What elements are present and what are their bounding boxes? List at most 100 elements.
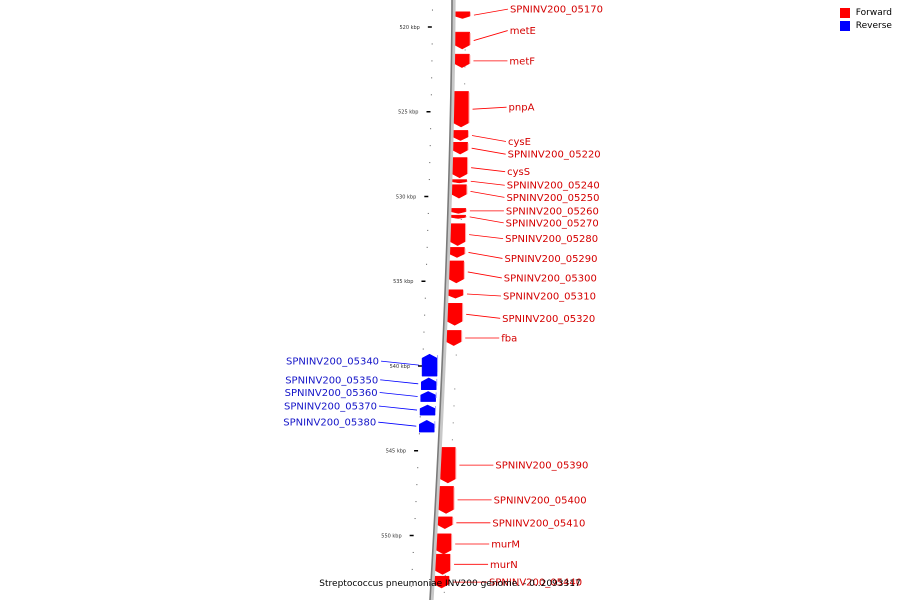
gene-spninv200_05300 — [448, 260, 465, 284]
leader-line — [380, 379, 419, 385]
legend-forward-label: Forward — [855, 8, 892, 18]
leader-line — [378, 405, 418, 411]
tick-label: 520 kbp — [399, 25, 419, 31]
tick-label: 540 kbp — [390, 364, 410, 370]
gene-arrow — [447, 289, 464, 299]
gene-label: SPNINV200_05220 — [508, 150, 601, 161]
tick-label: 545 kbp — [386, 449, 406, 455]
gene-spninv200_05370 — [419, 404, 437, 416]
gene-arrow — [449, 247, 465, 258]
gene-fba — [445, 330, 463, 346]
gene-spninv200_05250 — [451, 184, 468, 199]
gene-spninv200_05270 — [450, 214, 467, 219]
gene-label: SPNINV200_05250 — [506, 193, 599, 204]
leader-line — [472, 106, 507, 110]
leader-line — [469, 216, 504, 224]
leader-line — [378, 421, 417, 427]
gene-label: SPNINV200_05400 — [494, 495, 587, 506]
genome-caption: Streptococcus pneumoniae INV200 genome. … — [319, 579, 581, 589]
gene-label: metF — [509, 56, 535, 67]
gene-label: SPNINV200_05380 — [283, 418, 376, 429]
gene-label: cysS — [507, 167, 530, 178]
leader-line — [471, 135, 507, 142]
gene-arrow — [437, 516, 453, 530]
backbone-line — [429, 0, 453, 600]
gene-arrow — [451, 179, 468, 184]
legend-item-forward: Forward — [839, 8, 892, 18]
gene-label: SPNINV200_05270 — [506, 218, 599, 229]
gene-label: pnpA — [509, 103, 535, 114]
gene-pnpa — [453, 91, 470, 128]
gene-arrow — [446, 303, 463, 326]
leader-line — [381, 360, 420, 366]
gene-spninv200_05410 — [437, 516, 454, 530]
gene-arrow — [445, 330, 462, 346]
gene-label: SPNINV200_05260 — [506, 206, 599, 217]
gene-spninv200_05390 — [440, 447, 457, 484]
legend-item-reverse: Reverse — [839, 21, 892, 31]
gene-arrow — [419, 404, 436, 416]
gene-arrow — [452, 130, 469, 141]
gene-arrow — [451, 157, 468, 179]
gene-arrow — [450, 214, 466, 219]
gene-spninv200_05290 — [449, 247, 466, 258]
gene-label: SPNINV200_05390 — [495, 461, 588, 472]
gene-spninv200_05320 — [446, 303, 464, 326]
gene-spninv200_05310 — [447, 289, 464, 299]
gene-spninv200_05340 — [421, 353, 439, 377]
leader-line — [467, 271, 502, 279]
gene-label: SPNINV200_05350 — [285, 375, 378, 386]
genome-backbone — [429, 0, 456, 600]
tick-label: 530 kbp — [396, 194, 416, 200]
label-layer: SPNINV200_05170 metE metF pnpA cysE SPNINV200… — [283, 5, 603, 589]
gene-label: SPNINV200_05170 — [510, 5, 603, 16]
gene-arrow — [435, 533, 452, 555]
leader-line — [471, 147, 506, 155]
gene-label: SPNINV200_05320 — [502, 314, 595, 325]
leader-line — [469, 234, 504, 240]
gene-label: SPNINV200_05300 — [504, 273, 597, 284]
gene-label: metE — [510, 26, 536, 37]
leader-line — [473, 8, 509, 16]
forward-swatch — [839, 8, 850, 18]
gene-arrow — [454, 53, 470, 68]
gene-arrow — [420, 377, 437, 390]
gene-arrow — [452, 142, 468, 155]
gene-arrow — [449, 223, 466, 246]
leader-line — [466, 293, 501, 297]
gene-spninv200_05360 — [420, 391, 437, 402]
leader-line — [471, 167, 506, 173]
gene-label: SPNINV200_05410 — [492, 518, 585, 529]
gene-murn — [434, 553, 452, 575]
gene-label: SPNINV200_05310 — [503, 291, 596, 302]
gene-spninv200_05260 — [450, 208, 467, 214]
legend: Forward Reverse — [839, 8, 892, 34]
gene-arrow — [419, 419, 435, 433]
gene-spninv200_05170 — [454, 11, 471, 19]
gene-arrow — [448, 260, 465, 284]
gene-label: SPNINV200_05360 — [285, 388, 378, 399]
gene-label: cysE — [508, 137, 531, 148]
gene-arrow — [434, 553, 451, 575]
gene-spninv200_05350 — [420, 377, 438, 390]
leader-line — [470, 180, 505, 186]
tick-label: 535 kbp — [393, 279, 413, 285]
backbone-shadow — [429, 0, 456, 600]
gene-murm — [435, 533, 453, 555]
gene-label: SPNINV200_05240 — [507, 181, 600, 192]
gene-arrow — [421, 353, 438, 377]
gene-arrow — [451, 184, 467, 199]
leader-line — [466, 313, 501, 319]
gene-spninv200_05400 — [438, 486, 455, 514]
gene-arrow — [454, 11, 471, 19]
gene-arrow — [420, 391, 436, 402]
tick-layer: 520 kbp 525 kbp 530 kbp 535 kbp 540 kbp 545 k… — [381, 9, 466, 593]
leader-line — [473, 30, 508, 41]
leader-line — [470, 191, 505, 198]
gene-cyse — [452, 130, 469, 141]
leader-line — [379, 392, 418, 397]
legend-reverse-label: Reverse — [855, 21, 892, 31]
tick-label: 550 kbp — [381, 533, 401, 539]
gene-arrow — [454, 31, 470, 50]
